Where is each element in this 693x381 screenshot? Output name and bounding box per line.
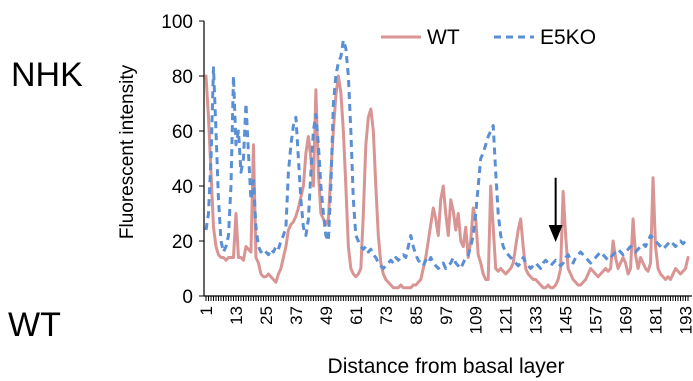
y-tick-label: 20 <box>172 232 193 253</box>
x-tick-label: 25 <box>257 306 276 325</box>
x-tick-label: 169 <box>617 306 636 334</box>
x-tick-label: 97 <box>437 306 456 325</box>
x-tick-labels: 1 13 25 37 49 61 73 85 97 109 121 133 145 157 169 181 19… <box>197 306 693 334</box>
x-tick-label: 13 <box>227 306 246 325</box>
x-tick-label: 121 <box>497 306 516 334</box>
x-tick-label: 73 <box>377 306 396 325</box>
x-minor-ticks <box>205 296 689 301</box>
legend-label-wt: WT <box>427 26 460 49</box>
legend: WT E5KO <box>381 26 596 49</box>
y-axis-title: Fluorescent intensity <box>117 64 138 239</box>
series-lines <box>204 38 690 290</box>
x-tick-label: 109 <box>467 306 486 334</box>
y-ticks: 0 20 40 60 80 100 <box>161 12 204 308</box>
y-tick-label: 80 <box>172 67 193 88</box>
x-tick-label: 61 <box>347 306 366 325</box>
y-tick-label: 100 <box>161 12 193 33</box>
x-tick-label: 145 <box>557 306 576 334</box>
legend-label-e5ko: E5KO <box>540 26 596 49</box>
x-tick-label: 85 <box>407 306 426 325</box>
x-axis-title: Distance from basal layer <box>328 355 565 378</box>
x-tick-label: 49 <box>317 306 336 325</box>
axes <box>203 21 692 297</box>
arrow-head <box>548 225 563 242</box>
x-tick-label: 181 <box>647 306 666 334</box>
column-label: WT <box>8 306 61 344</box>
y-tick-label: 40 <box>172 177 193 198</box>
y-tick-label: 60 <box>172 122 193 143</box>
row-label: NHK <box>11 56 83 94</box>
annotation <box>548 177 563 242</box>
x-tick-label: 157 <box>587 306 606 334</box>
x-tick-label: 193 <box>677 306 693 334</box>
x-tick-label: 37 <box>287 306 306 325</box>
y-tick-label: 0 <box>182 287 193 308</box>
x-tick-label: 133 <box>527 306 546 334</box>
series-line-wt <box>204 74 690 290</box>
x-tick-label: 1 <box>197 306 216 315</box>
